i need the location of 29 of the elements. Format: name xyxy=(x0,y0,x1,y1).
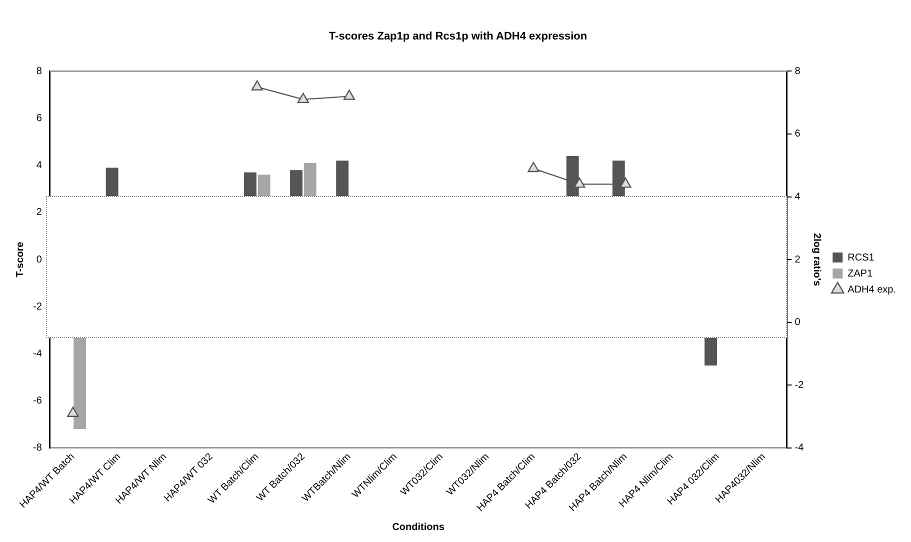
y-tick-label: 0 xyxy=(36,254,42,266)
y-tick-label: 2 xyxy=(36,207,42,218)
y-tick-label: 4 xyxy=(36,160,42,172)
y2-tick-label: 4 xyxy=(794,192,801,203)
y-tick-label: 8 xyxy=(36,66,42,77)
legend-label: ADH4 exp. xyxy=(848,284,896,296)
point xyxy=(574,178,586,188)
y2-tick-label: 8 xyxy=(794,66,801,77)
y2-tick-label: 2 xyxy=(794,254,801,266)
y-tick-label: -4 xyxy=(32,348,42,360)
y2-tick-label: -2 xyxy=(794,380,804,391)
y-tick-label: -8 xyxy=(32,442,42,454)
point xyxy=(251,80,263,90)
y2-tick-label: 0 xyxy=(794,317,801,328)
x-axis-title: Conditions xyxy=(392,522,445,533)
point xyxy=(343,90,356,100)
y-tick-label: 6 xyxy=(36,113,42,124)
point xyxy=(67,406,79,417)
legend-label: ZAP1 xyxy=(848,268,874,280)
point xyxy=(528,162,540,172)
y2-axis-title: 2log ratio's xyxy=(810,233,822,286)
legend-label: RCS1 xyxy=(848,252,875,264)
y-tick-label: -2 xyxy=(32,301,42,312)
chart-title: T-scores Zap1p and Rcs1p with ADH4 expression xyxy=(328,30,588,43)
y-tick-label: -6 xyxy=(32,396,42,407)
y2-tick-label: 6 xyxy=(794,128,801,140)
y-axis-title: T-score xyxy=(14,241,26,278)
point xyxy=(297,92,309,104)
y2-tick-label: -4 xyxy=(794,442,804,454)
